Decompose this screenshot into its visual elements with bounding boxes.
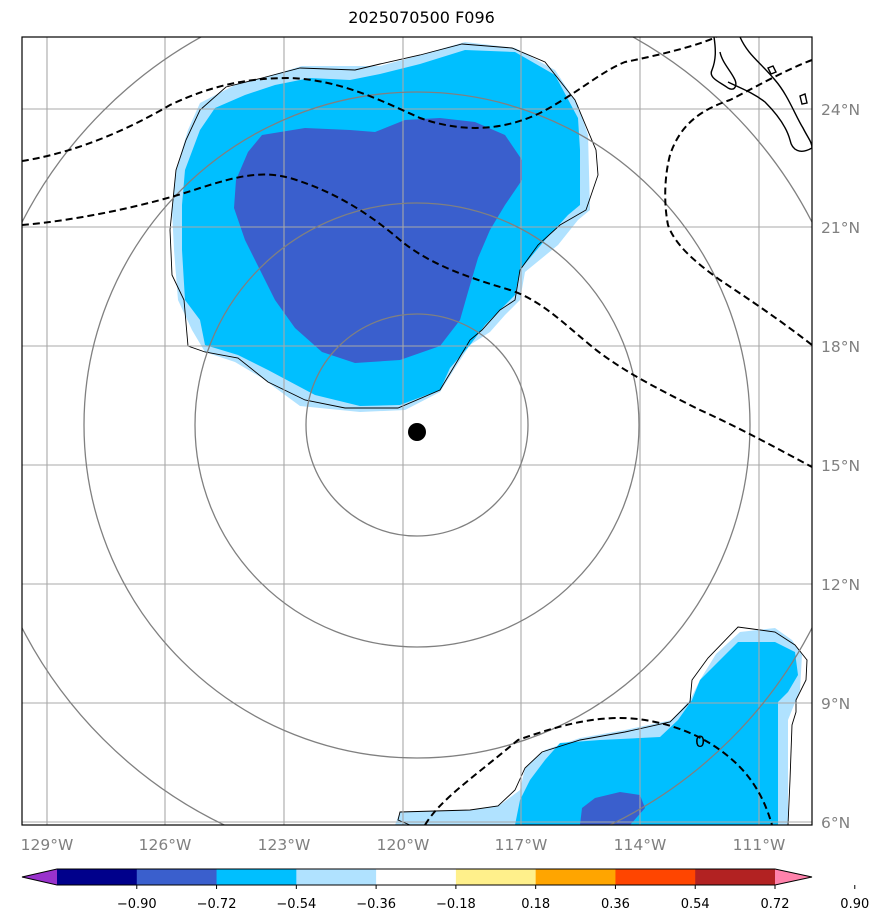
colorbar-segment [136, 869, 218, 885]
lon-label: 111°W [733, 836, 786, 854]
colorbar-segment [615, 869, 696, 885]
colorbar-extend-max [775, 869, 812, 885]
range-ring [194, 202, 640, 648]
range-ring [83, 91, 751, 759]
lon-label: 114°W [614, 836, 667, 854]
lat-label: 9°N [821, 695, 850, 713]
latitude-labels: 24°N 21°N 18°N 15°N 12°N 9°N 6°N [821, 101, 860, 832]
lon-label: 126°W [139, 836, 192, 854]
range-ring [305, 313, 529, 537]
coastline-path [727, 81, 812, 152]
lon-label: 120°W [377, 836, 430, 854]
contour-label: 0 [695, 732, 705, 751]
colorbar-tick-label: −0.72 [197, 897, 237, 912]
lat-label: 6°N [821, 814, 850, 832]
anomaly-contour-outline [397, 626, 808, 825]
coastline-path [739, 37, 812, 149]
colorbar-tick-label: 0.18 [521, 897, 550, 912]
zero-contour-line [424, 716, 773, 825]
colorbar-tick-label: −0.90 [117, 897, 157, 912]
lat-label: 12°N [821, 576, 860, 594]
colorbar-tick-label: 0.36 [601, 897, 630, 912]
zero-contour-line [22, 173, 812, 468]
lon-label: 117°W [495, 836, 548, 854]
colorbar-segment [535, 869, 616, 885]
storm-center-marker [408, 423, 426, 441]
anomaly-fill-mid [515, 642, 798, 825]
longitude-labels: 129°W 126°W 123°W 120°W 117°W 114°W 111°… [21, 836, 786, 854]
lon-label: 123°W [258, 836, 311, 854]
coastline [710, 37, 812, 152]
map-title: 2025070500 F096 [348, 8, 495, 27]
colorbar-ticks: −0.90 −0.72 −0.54 −0.36 −0.18 0.18 0.36 0.54 0.7… [117, 885, 869, 912]
zero-contours [22, 37, 812, 825]
anomaly-region-southeast [395, 626, 808, 825]
colorbar-tick-label: 0.54 [681, 897, 710, 912]
colorbar: −0.90 −0.72 −0.54 −0.36 −0.18 0.18 0.36 0.54 0.7… [21, 868, 869, 912]
anomaly-fill-dark [580, 792, 645, 825]
colorbar-tick-label: −0.36 [356, 897, 396, 912]
colorbar-segment [57, 869, 138, 885]
anomaly-fill-dark [234, 118, 522, 363]
colorbar-tick-label: 0.72 [761, 897, 790, 912]
colorbar-tick-label: −0.18 [436, 897, 476, 912]
colorbar-segment [455, 869, 537, 885]
lat-label: 24°N [821, 101, 860, 119]
colorbar-outline [21, 868, 813, 886]
colorbar-segment [216, 869, 297, 885]
anomaly-region-north [169, 42, 599, 412]
colorbar-tick-label: −0.54 [276, 897, 316, 912]
coastline-path [799, 93, 808, 105]
coastline-path [767, 65, 777, 75]
zero-contour-line [664, 59, 812, 346]
lon-label: 129°W [21, 836, 74, 854]
lat-label: 18°N [821, 338, 860, 356]
zero-contour-line [22, 37, 717, 162]
range-rings [22, 37, 812, 825]
map-frame [21, 36, 813, 826]
colorbar-segments [22, 869, 812, 885]
anomaly-contour-outline [169, 43, 599, 409]
lat-label: 15°N [821, 457, 860, 475]
colorbar-segment [695, 869, 776, 885]
colorbar-segment [376, 869, 457, 885]
map-area: 0 [22, 37, 812, 825]
colorbar-segment [296, 869, 377, 885]
colorbar-tick-label: 0.90 [840, 897, 869, 912]
colorbar-extend-min [22, 869, 57, 885]
coastline-path [710, 37, 737, 90]
graticule [22, 37, 812, 825]
lat-label: 21°N [821, 219, 860, 237]
